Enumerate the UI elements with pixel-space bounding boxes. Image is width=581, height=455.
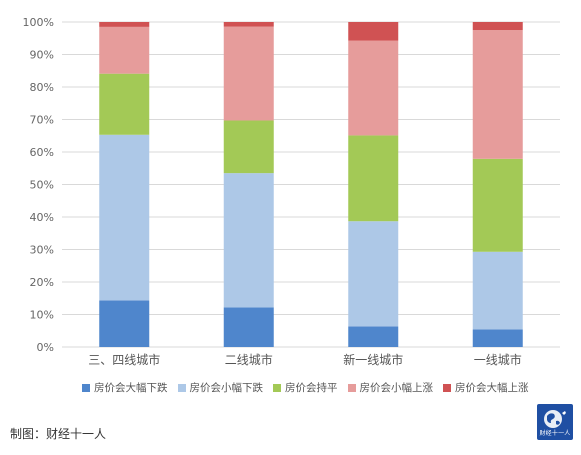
legend-swatch bbox=[443, 383, 451, 392]
y-tick-label: 90% bbox=[30, 49, 54, 62]
y-tick-label: 0% bbox=[37, 341, 54, 354]
credit-text: 制图：财经十一人 bbox=[10, 427, 107, 441]
bar-segment bbox=[472, 158, 523, 252]
bar-segment bbox=[99, 73, 150, 135]
legend-item: 房价会大幅上涨 bbox=[443, 380, 529, 395]
bar-segment bbox=[223, 26, 274, 121]
brand-logo: 财经十一人 bbox=[537, 404, 573, 440]
legend-label: 房价会大幅下跌 bbox=[94, 382, 168, 394]
stacked-bar-chart: 0% 10% 20% 30% 40% 50% 60% 70% 80% 90% 100% 三、四线城市 二… bbox=[23, 16, 560, 367]
legend-swatch bbox=[273, 383, 281, 392]
bar-segment bbox=[99, 300, 150, 347]
y-tick-label: 40% bbox=[30, 211, 54, 224]
legend-swatch bbox=[347, 383, 356, 392]
bar-segment bbox=[99, 134, 150, 301]
y-tick-label: 60% bbox=[30, 146, 54, 159]
legend-label: 房价会小幅上涨 bbox=[359, 382, 434, 394]
y-tick-label: 80% bbox=[30, 81, 54, 94]
legend-label: 房价会大幅上涨 bbox=[455, 382, 529, 394]
bar-segment bbox=[472, 329, 523, 347]
bar-segment bbox=[223, 173, 274, 308]
globe-icon bbox=[544, 410, 566, 428]
bar-segment bbox=[348, 22, 399, 41]
legend-item: 房价会小幅上涨 bbox=[347, 380, 434, 395]
x-tick-label: 二线城市 bbox=[225, 352, 273, 367]
bar-segment bbox=[472, 30, 523, 159]
bar-segment bbox=[223, 307, 274, 347]
y-tick-label: 70% bbox=[30, 114, 54, 127]
bar-segment bbox=[348, 135, 399, 222]
legend-label: 房价会小幅下跌 bbox=[189, 382, 264, 394]
y-tick-label: 50% bbox=[30, 179, 54, 192]
y-tick-label: 20% bbox=[30, 276, 54, 289]
legend-swatch bbox=[82, 383, 90, 392]
chart-legend: 房价会大幅下跌 房价会小幅下跌 房价会持平 房价会小幅上涨 房价会大幅上涨 bbox=[82, 380, 562, 395]
x-tick-label: 新一线城市 bbox=[343, 352, 403, 367]
legend-item: 房价会小幅下跌 bbox=[177, 380, 264, 395]
bar-segment bbox=[348, 221, 399, 327]
bar-segment bbox=[99, 22, 150, 27]
legend-item: 房价会大幅下跌 bbox=[82, 380, 168, 395]
bar-segment bbox=[223, 22, 274, 27]
logo-text: 财经十一人 bbox=[539, 430, 571, 437]
bar-segment bbox=[99, 26, 150, 74]
y-tick-label: 10% bbox=[30, 309, 54, 322]
legend-item: 房价会持平 bbox=[273, 380, 338, 395]
bar-segment bbox=[472, 251, 523, 330]
x-tick-label: 一线城市 bbox=[474, 352, 522, 367]
y-tick-label: 100% bbox=[23, 16, 54, 29]
bar-segment bbox=[223, 120, 274, 174]
legend-swatch bbox=[177, 383, 186, 392]
x-tick-label: 三、四线城市 bbox=[88, 352, 160, 367]
legend-label: 房价会持平 bbox=[285, 382, 338, 394]
bar-segment bbox=[348, 40, 399, 136]
y-tick-label: 30% bbox=[30, 244, 54, 257]
bar-segment bbox=[472, 22, 523, 31]
bar-segment bbox=[348, 326, 399, 347]
